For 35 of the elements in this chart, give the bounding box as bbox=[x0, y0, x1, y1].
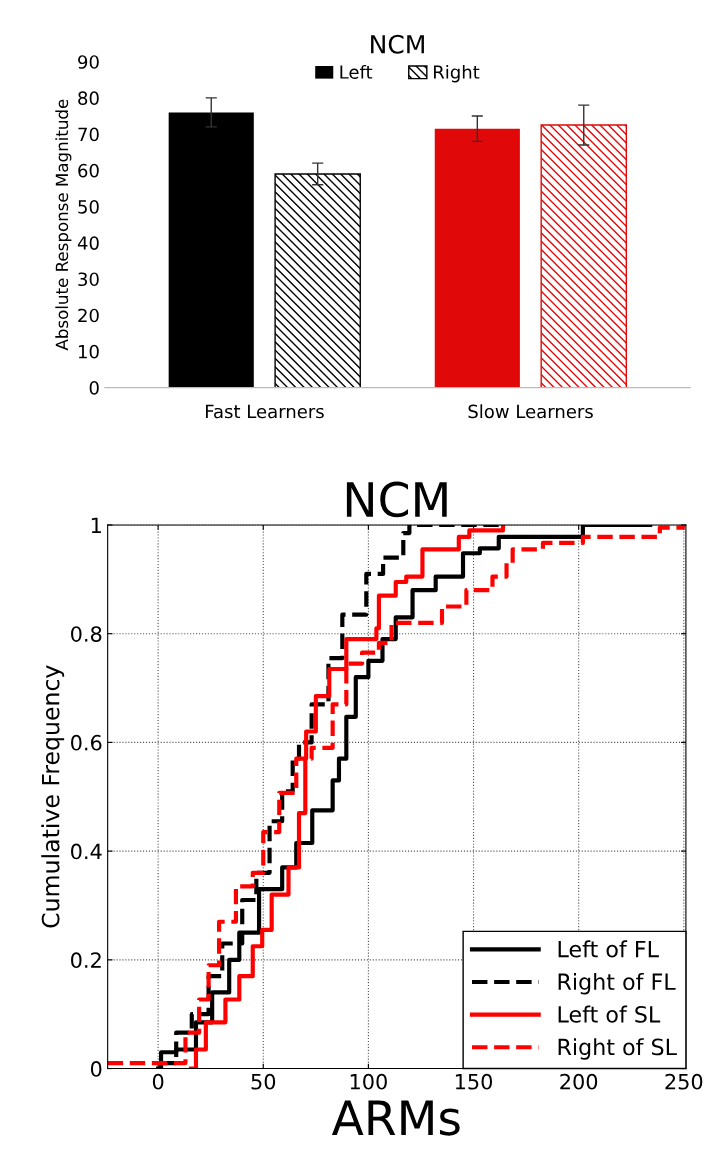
chart-title: NCM bbox=[371, 34, 424, 54]
x-tick-label: 100 bbox=[350, 1073, 387, 1090]
y-tick-label: 50 bbox=[78, 200, 99, 214]
x-tick-label: 200 bbox=[560, 1073, 598, 1090]
chart-title: NCM bbox=[346, 481, 447, 518]
y-tick-label: 80 bbox=[78, 91, 99, 106]
y-tick-label: 70 bbox=[78, 127, 99, 142]
x-tick-label: Slow Learners bbox=[468, 404, 593, 419]
legend-label: Left of SL bbox=[558, 1005, 661, 1023]
y-tick-label: 1 bbox=[91, 517, 101, 533]
legend-label: Right bbox=[434, 64, 480, 83]
legend-label: Right of SL bbox=[558, 1038, 677, 1060]
y-tick-label: 0.8 bbox=[71, 626, 102, 642]
y-tick-label: 30 bbox=[78, 272, 99, 287]
y-tick-label: 0 bbox=[90, 1061, 102, 1077]
y-tick-label: 0.6 bbox=[71, 734, 102, 751]
x-tick-label: 150 bbox=[455, 1073, 493, 1090]
y-tick-label: 40 bbox=[77, 236, 99, 250]
y-tick-label: 20 bbox=[78, 308, 99, 323]
x-tick-label: 250 bbox=[665, 1073, 703, 1090]
y-tick-label: 0.4 bbox=[71, 843, 102, 860]
legend-label: Left bbox=[340, 64, 373, 79]
legend-label: Left of FL bbox=[558, 940, 659, 958]
y-tick-label: 10 bbox=[78, 344, 99, 359]
y-axis-title: Absolute Response Magnitude bbox=[55, 99, 72, 351]
y-axis-title: Cumulative Frequency bbox=[41, 665, 65, 928]
legend-label: Right of FL bbox=[558, 972, 676, 995]
x-tick-label: 50 bbox=[251, 1073, 276, 1090]
x-tick-label: 0 bbox=[152, 1073, 164, 1090]
y-tick-label: 60 bbox=[78, 163, 99, 178]
x-tick-label: Fast Learners bbox=[206, 404, 324, 419]
x-axis-title: ARMs bbox=[331, 1100, 460, 1136]
y-tick-label: 0.2 bbox=[71, 952, 101, 969]
y-tick-label: 90 bbox=[78, 55, 99, 69]
y-tick-label: 0 bbox=[89, 381, 99, 395]
